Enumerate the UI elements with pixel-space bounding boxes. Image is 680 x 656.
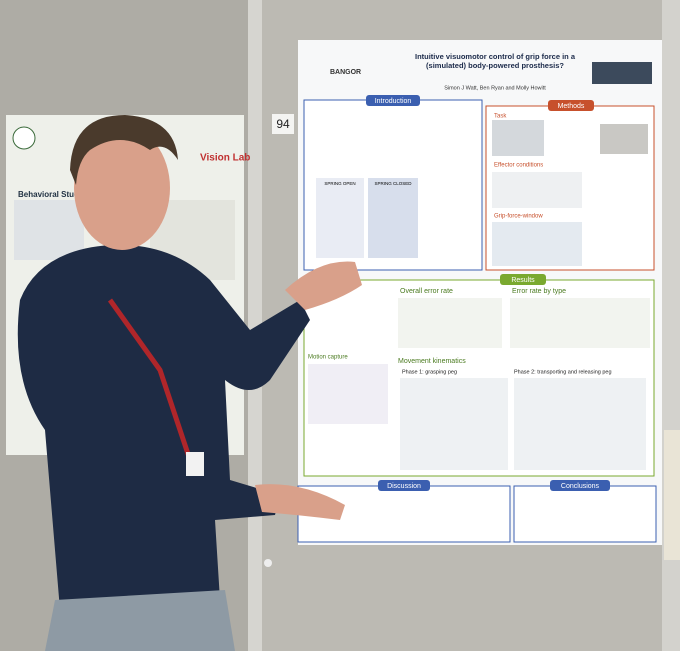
person: [17, 115, 362, 651]
label: SPRING OPEN: [324, 181, 355, 186]
subheader: Grip-force-window: [494, 214, 543, 220]
section-header: Discussion: [387, 483, 421, 490]
board-number: 94: [276, 117, 290, 131]
hand: [285, 261, 362, 310]
authors: Simon J Watt, Ben Ryan and Molly Howitt: [444, 85, 546, 91]
section-title: Behavioral Study: [18, 190, 84, 199]
figure: [400, 378, 508, 470]
title-box: Intuitive visuomotor control of grip for…: [414, 52, 575, 70]
figure: [316, 178, 364, 258]
figure: [308, 364, 388, 424]
figure: [492, 172, 582, 208]
number-card: [272, 114, 294, 134]
conclusions-panel: [513, 485, 657, 543]
institution: BANGOR: [330, 69, 361, 76]
subheader: Motion capture: [308, 355, 348, 361]
adjacent-poster: [664, 430, 680, 560]
hair: [70, 115, 178, 185]
section-header: Introduction: [375, 98, 412, 105]
logo: [12, 126, 36, 150]
subheader: Effector conditions: [494, 163, 543, 169]
subheader: Phase 1: grasping peg: [402, 369, 457, 375]
figure: [514, 378, 646, 470]
hand: [255, 484, 345, 520]
figure: [492, 120, 544, 156]
subheader: Overall error rate: [400, 288, 453, 295]
section-header: Results: [511, 277, 535, 284]
figure: [368, 178, 418, 258]
face: [74, 126, 170, 250]
pin: [264, 559, 272, 567]
figure: [492, 222, 582, 266]
section-header: Conclusions: [561, 483, 600, 490]
jeans: [45, 590, 235, 651]
lab-name: Vision Lab: [200, 153, 250, 164]
subheader: Movement kinematics: [398, 358, 466, 365]
header-pill: [548, 100, 594, 111]
figure: [600, 124, 648, 154]
figure: [510, 298, 650, 348]
header-pill: [366, 95, 420, 106]
subheader: Error rate by type: [512, 288, 566, 295]
header-pill: [550, 480, 610, 491]
figure: [14, 200, 84, 260]
header-pill: [378, 480, 430, 491]
header-images: [592, 62, 652, 84]
header-pill: [500, 274, 546, 285]
label: SPRING CLOSED: [374, 181, 412, 186]
subheader: Phase 2: transporting and releasing peg: [514, 369, 612, 375]
poster-title: Intuitive visuomotor control of grip for…: [414, 52, 575, 70]
sweater: [17, 244, 311, 610]
section-header: Methods: [558, 103, 585, 110]
badge: [186, 452, 204, 476]
figure: [398, 298, 502, 348]
subheader: Task: [494, 114, 507, 120]
lanyard: [107, 298, 193, 461]
